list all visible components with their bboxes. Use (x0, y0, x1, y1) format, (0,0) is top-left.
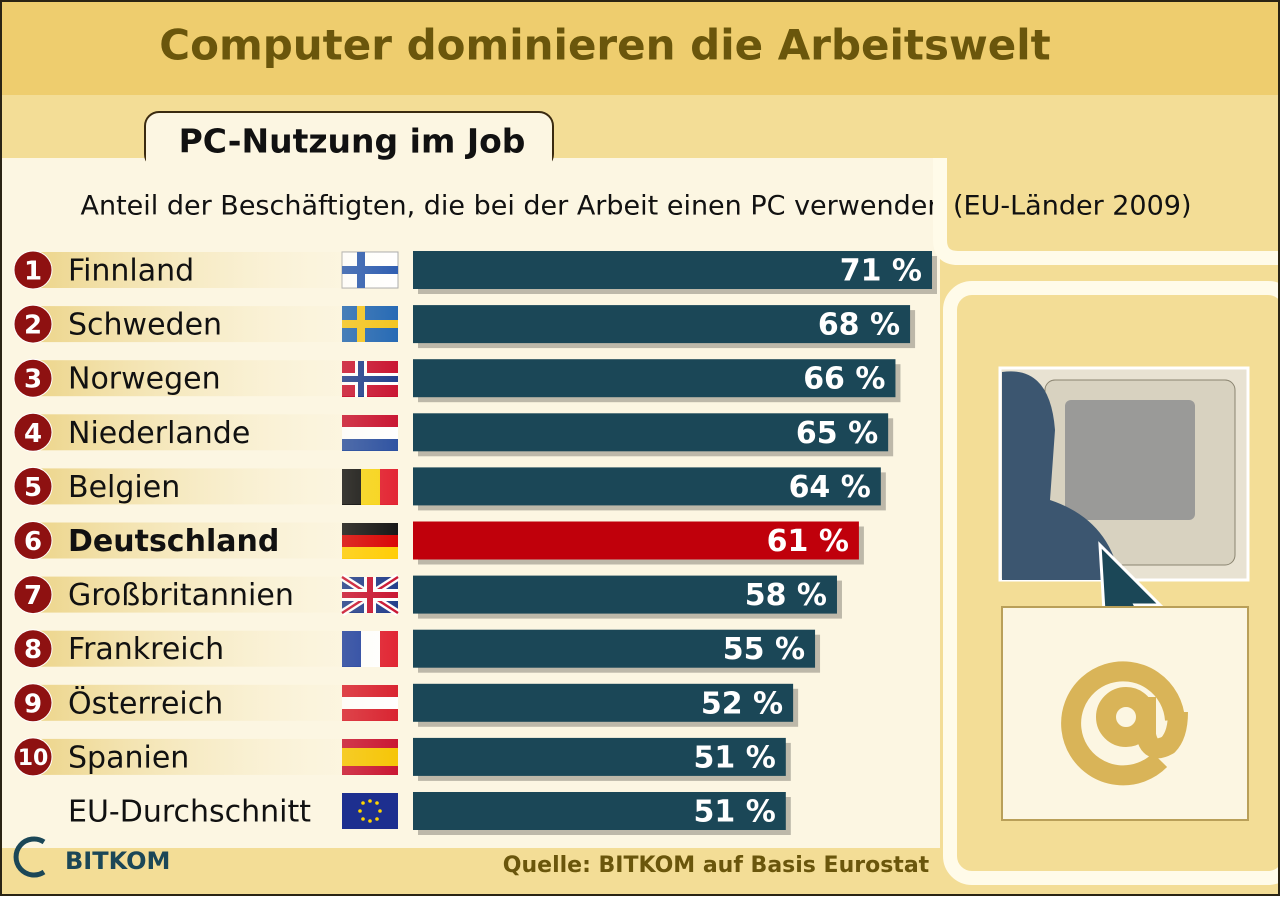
category-label: Belgien (68, 470, 180, 505)
value-label: 64 % (789, 470, 871, 505)
value-label: 55 % (723, 632, 805, 667)
label-band (30, 684, 410, 721)
label-band (30, 360, 410, 397)
value-label: 66 % (803, 362, 885, 397)
flag-eu (342, 793, 398, 829)
bar (413, 305, 911, 344)
rank-badge (13, 575, 53, 615)
rank-badge (13, 521, 53, 560)
value-label: 68 % (818, 308, 900, 343)
tab-join (146, 150, 552, 170)
logo-text: BITKOM (65, 847, 170, 875)
label-band (30, 630, 410, 667)
label-band (30, 468, 410, 505)
rank-badge (13, 466, 53, 506)
rank-label: 9 (24, 689, 42, 719)
bar (413, 359, 896, 398)
category-label: Finnland (68, 254, 194, 289)
label-band (30, 738, 410, 775)
bar (413, 629, 816, 668)
rank-badge (13, 412, 53, 452)
source: Quelle: BITKOM auf Basis Eurostat (503, 853, 930, 878)
category-label: EU-Durchschnitt (68, 795, 311, 830)
bar (413, 683, 794, 722)
rank-label: 1 (24, 257, 42, 287)
value-label: 51 % (694, 795, 776, 830)
rank-badge (13, 358, 53, 398)
deco-frame (933, 158, 1280, 265)
category-label: Deutschland (68, 524, 279, 559)
bar (413, 737, 786, 776)
value-label: 58 % (745, 578, 827, 613)
rank-label: 5 (24, 473, 42, 503)
rank-label: 3 (24, 365, 42, 395)
rank-label: 4 (24, 419, 42, 449)
chart-title: Computer dominieren die Arbeitswelt (159, 21, 1050, 70)
category-label: Großbritannien (68, 578, 294, 613)
rank-badge (13, 683, 53, 723)
category-label: Spanien (68, 740, 189, 775)
category-label: Frankreich (68, 632, 224, 667)
value-label: 71 % (840, 254, 922, 289)
logo: BITKOM (13, 836, 170, 878)
label-band (30, 414, 410, 451)
description: Anteil der Beschäftigten, die bei der Ar… (81, 191, 1192, 222)
person (1002, 371, 1120, 580)
title-band (0, 0, 1280, 95)
label-band (30, 522, 410, 559)
rank-label: 2 (24, 311, 42, 341)
rank-badge (13, 304, 53, 344)
bar (413, 413, 889, 452)
rank-label: 10 (18, 746, 49, 771)
value-label: 52 % (701, 686, 783, 721)
rank-label: 7 (24, 581, 42, 611)
label-band (30, 252, 410, 288)
category-label: Norwegen (68, 362, 221, 397)
category-label: Niederlande (68, 416, 250, 451)
subtitle: PC-Nutzung im Job (179, 122, 526, 161)
label-band (30, 306, 410, 343)
value-label: 51 % (694, 740, 776, 775)
rank-badge (13, 629, 53, 669)
category-label: Österreich (68, 685, 223, 721)
rank-badge (13, 737, 53, 777)
bar (413, 792, 786, 830)
category-label: Schweden (68, 308, 222, 343)
bar (413, 521, 859, 560)
value-label: 61 % (767, 524, 849, 559)
label-band (30, 576, 410, 613)
screen (1065, 400, 1195, 520)
bar (413, 575, 837, 614)
bar (413, 467, 881, 506)
rank-label: 8 (24, 635, 42, 665)
at-icon (1061, 661, 1188, 786)
value-label: 65 % (796, 416, 878, 451)
rank-label: 6 (24, 527, 42, 557)
bar (413, 251, 933, 289)
at-box (1001, 606, 1249, 821)
rank-badge (13, 250, 53, 290)
